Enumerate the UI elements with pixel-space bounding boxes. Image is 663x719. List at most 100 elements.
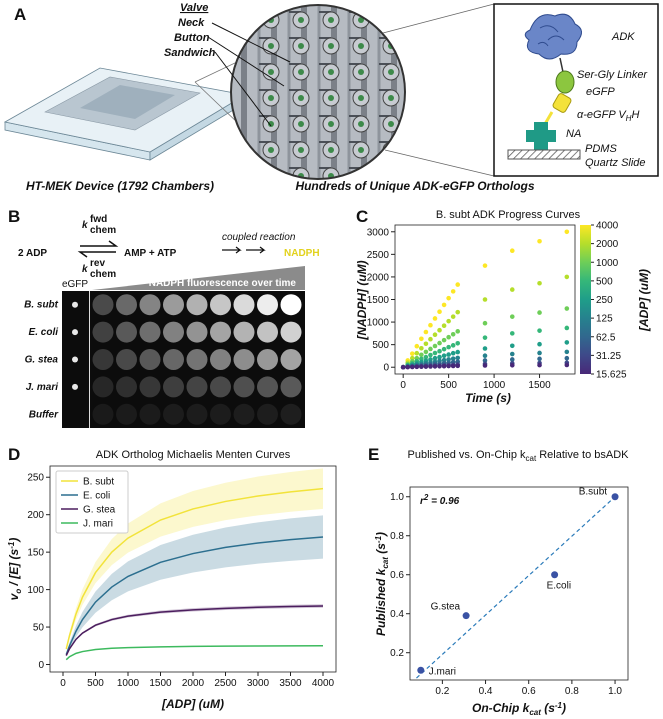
x-tick-label: 1000 [483,380,506,391]
point [441,363,447,369]
point [437,354,442,360]
chamber-image [233,349,255,370]
button [388,17,394,23]
valve-line [241,5,247,179]
chamber-image [233,403,255,425]
x-tick-label: 2000 [182,678,205,689]
colorbar-label: 15.625 [596,370,627,381]
x-tick-label: 500 [440,380,457,391]
image-cells: B. subt E. coli G. stea J. mari Buffer [24,294,302,425]
rate-constant: k [82,220,88,231]
chamber-image [257,349,278,370]
series-line [65,487,324,650]
button [268,173,274,179]
chamber-image [116,403,137,425]
egfp-spot [72,383,78,390]
button [358,43,364,49]
point [423,329,429,335]
point [419,352,424,358]
substrate: 2 ADP [18,248,47,259]
x-tick-label: 1500 [528,380,551,391]
chamber-image [186,294,208,316]
point [564,274,570,280]
button [358,147,364,153]
row-label: Buffer [29,409,59,420]
construct-label: Ser-Gly Linker [577,69,648,81]
label-part: cat [526,454,537,463]
point [423,349,429,355]
label-part: α-eGFP V [577,109,627,121]
construct-label: α-eGFP VHH [577,109,639,123]
y-axis-label: Published kcat (s-1) [374,532,390,636]
x-tick-label: 0 [400,380,406,391]
point [405,364,411,370]
point-label: B.subt [579,487,608,498]
series-line [65,605,324,656]
button [298,17,304,23]
x-tick-label: 1000 [117,678,140,689]
point [441,337,447,343]
label-part: -1 [7,541,16,549]
zoom-label: Button [174,32,210,44]
point [537,280,542,286]
chamber-image [257,294,278,316]
rate-constant: fwd [90,214,107,225]
point [428,346,433,352]
label-part: cat [381,557,390,569]
chamber-image [210,321,231,343]
label-part: -1 [374,535,383,543]
point [482,335,488,340]
series-line [65,536,324,655]
point [441,323,447,328]
construct-label: Quartz Slide [585,157,646,169]
chamber-image [92,376,114,398]
point [437,340,442,346]
colorbar-label: 500 [596,276,613,287]
point [446,295,451,301]
chamber-image [257,321,278,343]
chamber-image [233,321,255,343]
point-label: E.coli [547,581,571,592]
label-part: 2 [423,493,429,502]
chamber-image [92,321,114,343]
rate-constant: rev [90,258,105,269]
x-axis-label: [ADP] (uM) [161,697,224,711]
point [446,318,451,324]
button [328,69,334,75]
x-tick-label: 0.2 [435,686,449,697]
button [358,95,364,101]
x-axis-label: Time (s) [465,391,511,405]
rate-constant: chem [90,225,116,236]
button [328,121,334,127]
point [450,289,456,294]
label-part: r [420,496,425,507]
chamber-image [139,403,161,425]
point [537,328,542,333]
y-tick-label: 200 [27,510,44,521]
fit-line [416,496,616,679]
point [450,343,456,348]
chamber-image [92,349,114,370]
button [298,43,304,49]
chamber-image [233,294,255,316]
y-tick-label: 1.0 [390,492,404,503]
colorbar-label: 2000 [596,239,619,250]
point [400,364,406,370]
button [298,147,304,153]
point [414,350,420,356]
legend-label: G. stea [83,505,116,516]
point [417,666,425,674]
point [537,310,542,315]
point-label: G.stea [431,602,461,613]
chamber-image [186,349,208,370]
chamber-image [257,376,278,398]
y-tick-label: 3000 [367,227,390,238]
point [537,341,542,347]
point [482,353,488,359]
legend [55,470,129,534]
zoom-label: Neck [178,17,205,29]
rate-constant: chem [90,269,116,280]
point [432,316,438,321]
x-tick-label: 500 [87,678,104,689]
point [450,314,456,319]
